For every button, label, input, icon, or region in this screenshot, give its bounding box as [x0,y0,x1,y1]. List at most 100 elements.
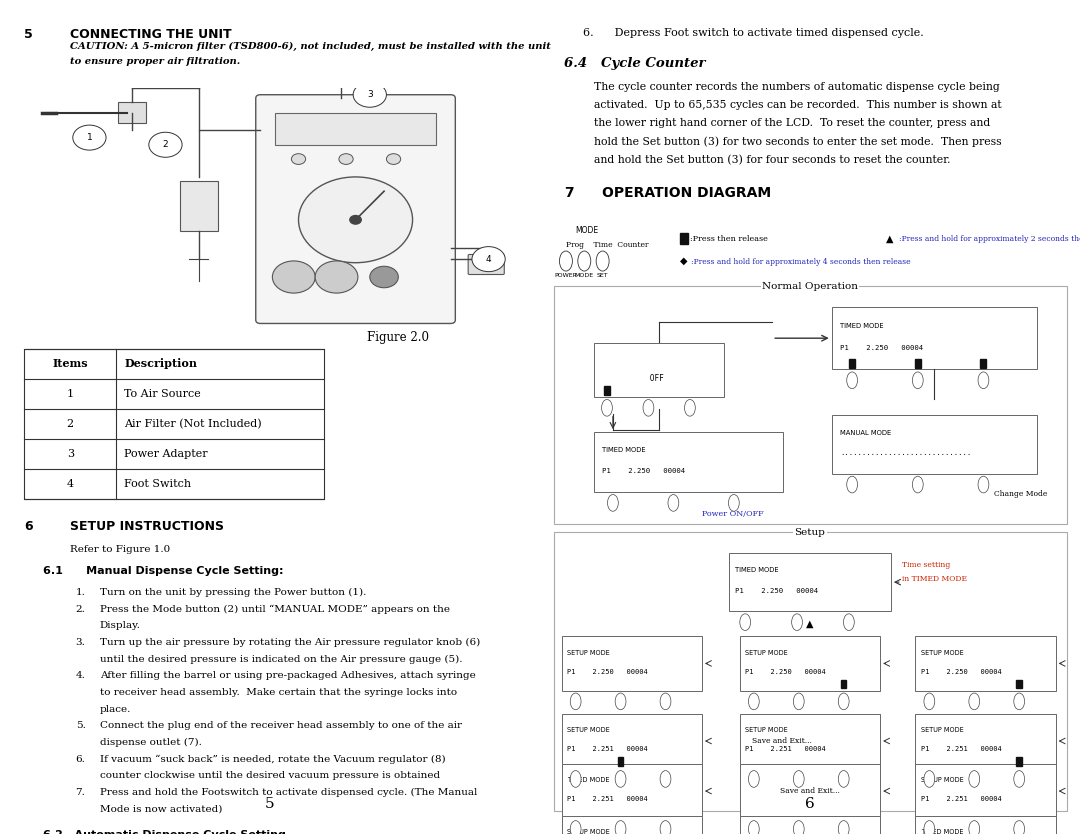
Text: Press the Mode button (2) until “MANUAL MODE” appears on the: Press the Mode button (2) until “MANUAL … [100,605,450,614]
Text: 1: 1 [86,133,92,142]
Circle shape [794,771,805,787]
Text: Figure 2.0: Figure 2.0 [367,331,429,344]
Circle shape [570,821,581,834]
Text: −: − [982,378,986,383]
Bar [740,714,880,768]
Text: ▲: ▲ [982,828,989,834]
Circle shape [969,771,980,787]
Text: +: + [619,699,623,704]
Text: After filling the barrel or using pre-packaged Adhesives, attach syringe: After filling the barrel or using pre-pa… [100,671,475,681]
Text: 5: 5 [25,28,33,41]
Circle shape [607,495,618,511]
Circle shape [748,821,759,834]
Bar [618,757,623,766]
Text: until the desired pressure is indicated on the Air pressure gauge (5).: until the desired pressure is indicated … [100,655,462,664]
Text: +: + [797,776,801,781]
Text: P1    2.250   00004: P1 2.250 00004 [602,468,685,474]
Circle shape [570,771,581,787]
Circle shape [838,693,849,710]
Circle shape [923,693,934,710]
Text: P1    2.251   00004: P1 2.251 00004 [921,746,1001,752]
Text: To Air Source: To Air Source [124,389,201,399]
Text: CAUTION: A 5-micron filter (TSD800-6), not included, must be installed with the : CAUTION: A 5-micron filter (TSD800-6), n… [70,42,551,51]
Text: +: + [916,482,920,487]
Text: CONNECTING THE UNIT: CONNECTING THE UNIT [70,28,232,41]
Circle shape [387,153,401,164]
Bar [841,680,847,688]
Text: −: − [928,699,931,704]
Text: Save and Exit...: Save and Exit... [780,787,840,795]
Bar [916,636,1056,691]
Text: −: − [982,482,986,487]
Bar [916,816,1056,834]
Text: Power Adapter: Power Adapter [124,449,207,459]
Text: −: − [841,699,846,704]
Circle shape [339,153,353,164]
Bar [594,432,783,492]
Text: The cycle counter records the numbers of automatic dispense cycle being: The cycle counter records the numbers of… [594,82,1000,92]
Text: Normal Operation: Normal Operation [762,282,858,290]
Bar [554,286,1067,524]
Text: TIMED MODE: TIMED MODE [602,447,645,453]
Circle shape [843,614,854,631]
Text: to receiver head assembly.  Make certain that the syringe locks into: to receiver head assembly. Make certain … [100,688,457,697]
Bar [1016,680,1022,688]
Text: −: − [743,620,747,625]
Text: ▲: ▲ [886,234,893,244]
Circle shape [1014,821,1025,834]
Text: OPERATION DIAGRAM: OPERATION DIAGRAM [603,186,771,200]
Text: Press and hold the Footswitch to activate dispensed cycle. (The Manual: Press and hold the Footswitch to activat… [100,788,477,797]
Text: SETUP MODE: SETUP MODE [745,650,788,656]
Circle shape [559,251,572,271]
Text: +: + [795,620,799,625]
Circle shape [149,133,183,158]
Circle shape [969,821,980,834]
Text: MODE: MODE [576,226,598,235]
Circle shape [596,251,609,271]
Text: +: + [581,258,588,264]
Text: 2: 2 [163,140,168,149]
Text: in TIMED MODE: in TIMED MODE [902,575,967,583]
Circle shape [578,251,591,271]
Text: ▲: ▲ [807,619,813,629]
Text: Save and Exit...: Save and Exit... [752,737,812,745]
Text: 5: 5 [266,796,274,811]
Text: 3: 3 [67,449,73,459]
Circle shape [923,821,934,834]
Circle shape [643,399,653,416]
Bar [274,113,436,145]
Circle shape [748,693,759,710]
Text: SETUP INSTRUCTIONS: SETUP INSTRUCTIONS [70,520,225,533]
Text: 4: 4 [486,254,491,264]
Circle shape [616,771,626,787]
Circle shape [913,476,923,493]
Text: SETUP MODE: SETUP MODE [745,727,788,733]
Text: P1    2.251   00004: P1 2.251 00004 [745,746,826,752]
Text: −: − [850,482,854,487]
Text: :Press then release: :Press then release [690,235,768,244]
Text: 6.      Depress Foot switch to activate timed dispensed cycle.: 6. Depress Foot switch to activate timed… [583,28,924,38]
Text: counter clockwise until the desired vacuum pressure is obtained: counter clockwise until the desired vacu… [100,771,440,781]
Text: and hold the Set button (3) for four seconds to reset the counter.: and hold the Set button (3) for four sec… [594,155,950,165]
Text: dispense outlet (7).: dispense outlet (7). [100,738,202,747]
Text: P1    2.250   00004: P1 2.250 00004 [745,669,826,675]
Bar [554,532,1067,811]
Text: TIMED MODE: TIMED MODE [567,777,610,783]
Text: +: + [972,776,976,781]
Text: −: − [752,699,756,704]
Bar [562,816,702,834]
Circle shape [685,399,696,416]
Text: −: − [928,826,931,831]
Text: SETUP MODE: SETUP MODE [921,727,963,733]
Circle shape [847,476,858,493]
Bar [832,415,1037,474]
Circle shape [913,372,923,389]
Bar [1016,757,1022,766]
Text: +: + [797,699,801,704]
Circle shape [616,821,626,834]
Circle shape [660,693,671,710]
Bar [981,359,986,368]
Text: P1    2.250   00004: P1 2.250 00004 [567,669,648,675]
Text: SET: SET [597,273,608,278]
Text: Time setting: Time setting [902,561,950,570]
